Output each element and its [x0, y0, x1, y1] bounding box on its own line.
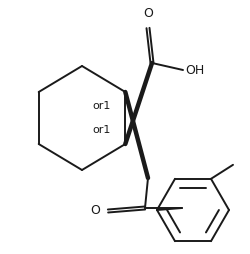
Text: or1: or1 — [92, 101, 110, 111]
Text: or1: or1 — [92, 125, 110, 135]
Text: O: O — [143, 7, 153, 20]
Text: OH: OH — [185, 64, 204, 76]
Text: O: O — [90, 204, 100, 217]
